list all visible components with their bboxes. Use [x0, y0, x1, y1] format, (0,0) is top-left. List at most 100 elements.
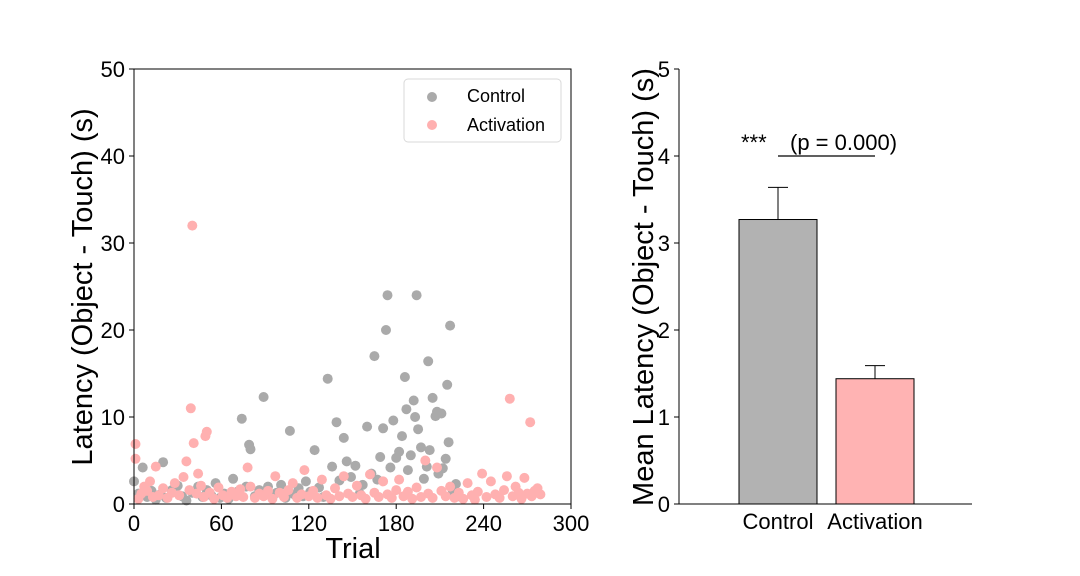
scatter-point-activation: [130, 453, 141, 464]
bar-y-tick-label: 3: [658, 231, 670, 256]
scatter-point-activation: [158, 483, 169, 494]
bar-activation: [835, 378, 915, 505]
scatter-point-activation: [365, 469, 375, 480]
scatter-point-control: [245, 444, 256, 455]
scatter-point-activation: [325, 493, 336, 504]
scatter-point-activation: [181, 456, 192, 467]
scatter-point-control: [411, 290, 422, 301]
scatter-point-activation: [299, 465, 310, 476]
scatter-point-activation: [330, 483, 340, 494]
scatter-point-control: [382, 290, 393, 301]
y-tick-label: 40: [101, 144, 125, 169]
bars: [738, 186, 915, 505]
y-tick-label: 10: [101, 405, 125, 430]
bar-y-tick-label: 1: [658, 405, 670, 430]
scatter-point-activation: [238, 492, 249, 502]
scatter-point-activation: [445, 481, 456, 492]
scatter-point-control: [338, 432, 349, 443]
bar-x-label-activation: Activation: [827, 509, 922, 534]
scatter-point-activation: [316, 474, 327, 485]
scatter-point-activation: [394, 474, 405, 485]
y-tick-label: 50: [101, 57, 125, 82]
scatter-point-control: [397, 431, 407, 442]
scatter-point-control: [424, 445, 435, 456]
scatter-point-activation: [391, 485, 402, 496]
scatter-point-activation: [535, 489, 546, 500]
scatter-point-control: [158, 457, 169, 468]
scatter-point-activation: [267, 493, 278, 504]
scatter-point-activation: [187, 220, 198, 231]
scatter-point-control: [388, 415, 399, 426]
scatter-point-activation: [209, 493, 220, 504]
legend: Control Activation: [403, 78, 562, 143]
scatter-point-control: [369, 351, 380, 362]
scatter-panel: 0 60 120 180 240 300 0 10 20 30 40 50 Trial Latenc…: [67, 57, 589, 565]
scatter-point-activation: [378, 476, 389, 487]
scatter-point-activation: [145, 476, 155, 487]
scatter-point-activation: [477, 468, 488, 479]
x-tick-label: 240: [465, 511, 502, 536]
scatter-point-activation: [174, 490, 185, 501]
scatter-point-activation: [185, 403, 196, 414]
scatter-point-activation: [481, 492, 492, 502]
scatter-point-activation: [373, 492, 384, 502]
scatter-point-control: [258, 392, 269, 402]
scatter-point-control: [443, 437, 454, 448]
scatter-point-activation: [407, 493, 418, 504]
scatter-point-control: [284, 425, 295, 436]
legend-label-control: Control: [467, 86, 525, 106]
scatter-x-ticks: 0 60 120 180 240 300: [128, 504, 589, 536]
scatter-point-activation: [504, 393, 515, 404]
scatter-point-activation: [169, 478, 180, 489]
scatter-point-activation: [235, 484, 246, 495]
scatter-point-activation: [519, 472, 530, 483]
scatter-point-activation: [427, 492, 438, 503]
scatter-point-control: [375, 452, 386, 462]
scatter-point-activation: [347, 492, 358, 502]
bar-panel: 0 1 2 3 4 5 Control Activation Mean Latency (O…: [628, 57, 972, 534]
scatter-point-control: [327, 461, 338, 472]
scatter-frame: [133, 68, 572, 505]
scatter-point-control: [440, 453, 451, 464]
scatter-point-control: [350, 460, 361, 471]
bar-y-axis-title: Mean Latency (Object - Touch) (s): [628, 68, 660, 506]
scatter-point-activation: [525, 417, 536, 428]
x-tick-label: 0: [128, 511, 140, 536]
scatter-point-activation: [386, 492, 397, 503]
scatter-point-activation: [245, 481, 256, 492]
significance-annotation: *** (p = 0.000): [741, 130, 897, 157]
scatter-point-control: [427, 392, 438, 403]
scatter-point-control: [416, 442, 426, 453]
x-tick-label: 300: [553, 511, 590, 536]
scatter-point-activation: [263, 485, 273, 496]
scatter-point-activation: [334, 491, 345, 502]
scatter-point-control: [423, 356, 434, 367]
scatter-point-activation: [196, 480, 206, 491]
scatter-point-control: [442, 379, 453, 390]
bar-y-ticks: 0 1 2 3 4 5: [658, 57, 679, 517]
scatter-point-control: [181, 495, 192, 506]
scatter-point-control: [436, 408, 447, 419]
x-tick-label: 60: [209, 511, 233, 536]
scatter-point-activation: [458, 493, 469, 504]
scatter-point-control: [381, 325, 391, 335]
legend-marker-activation: [427, 120, 437, 130]
scatter-point-control: [331, 417, 342, 428]
bar-control: [738, 219, 818, 505]
scatter-point-activation: [485, 476, 496, 487]
bar-y-tick-label: 5: [658, 57, 670, 82]
scatter-point-control: [445, 320, 456, 331]
scatter-point-activation: [432, 462, 442, 473]
scatter-y-ticks: 0 10 20 30 40 50: [101, 57, 134, 517]
scatter-point-activation: [462, 478, 473, 489]
scatter-point-control: [137, 462, 148, 473]
scatter-point-activation: [469, 494, 480, 505]
scatter-point-activation: [270, 471, 281, 482]
scatter-point-control: [413, 424, 424, 435]
scatter-point-activation: [494, 492, 505, 503]
scatter-point-control: [408, 395, 419, 406]
y-tick-label: 30: [101, 231, 125, 256]
scatter-point-activation: [130, 439, 141, 449]
scatter-point-control: [401, 404, 412, 415]
